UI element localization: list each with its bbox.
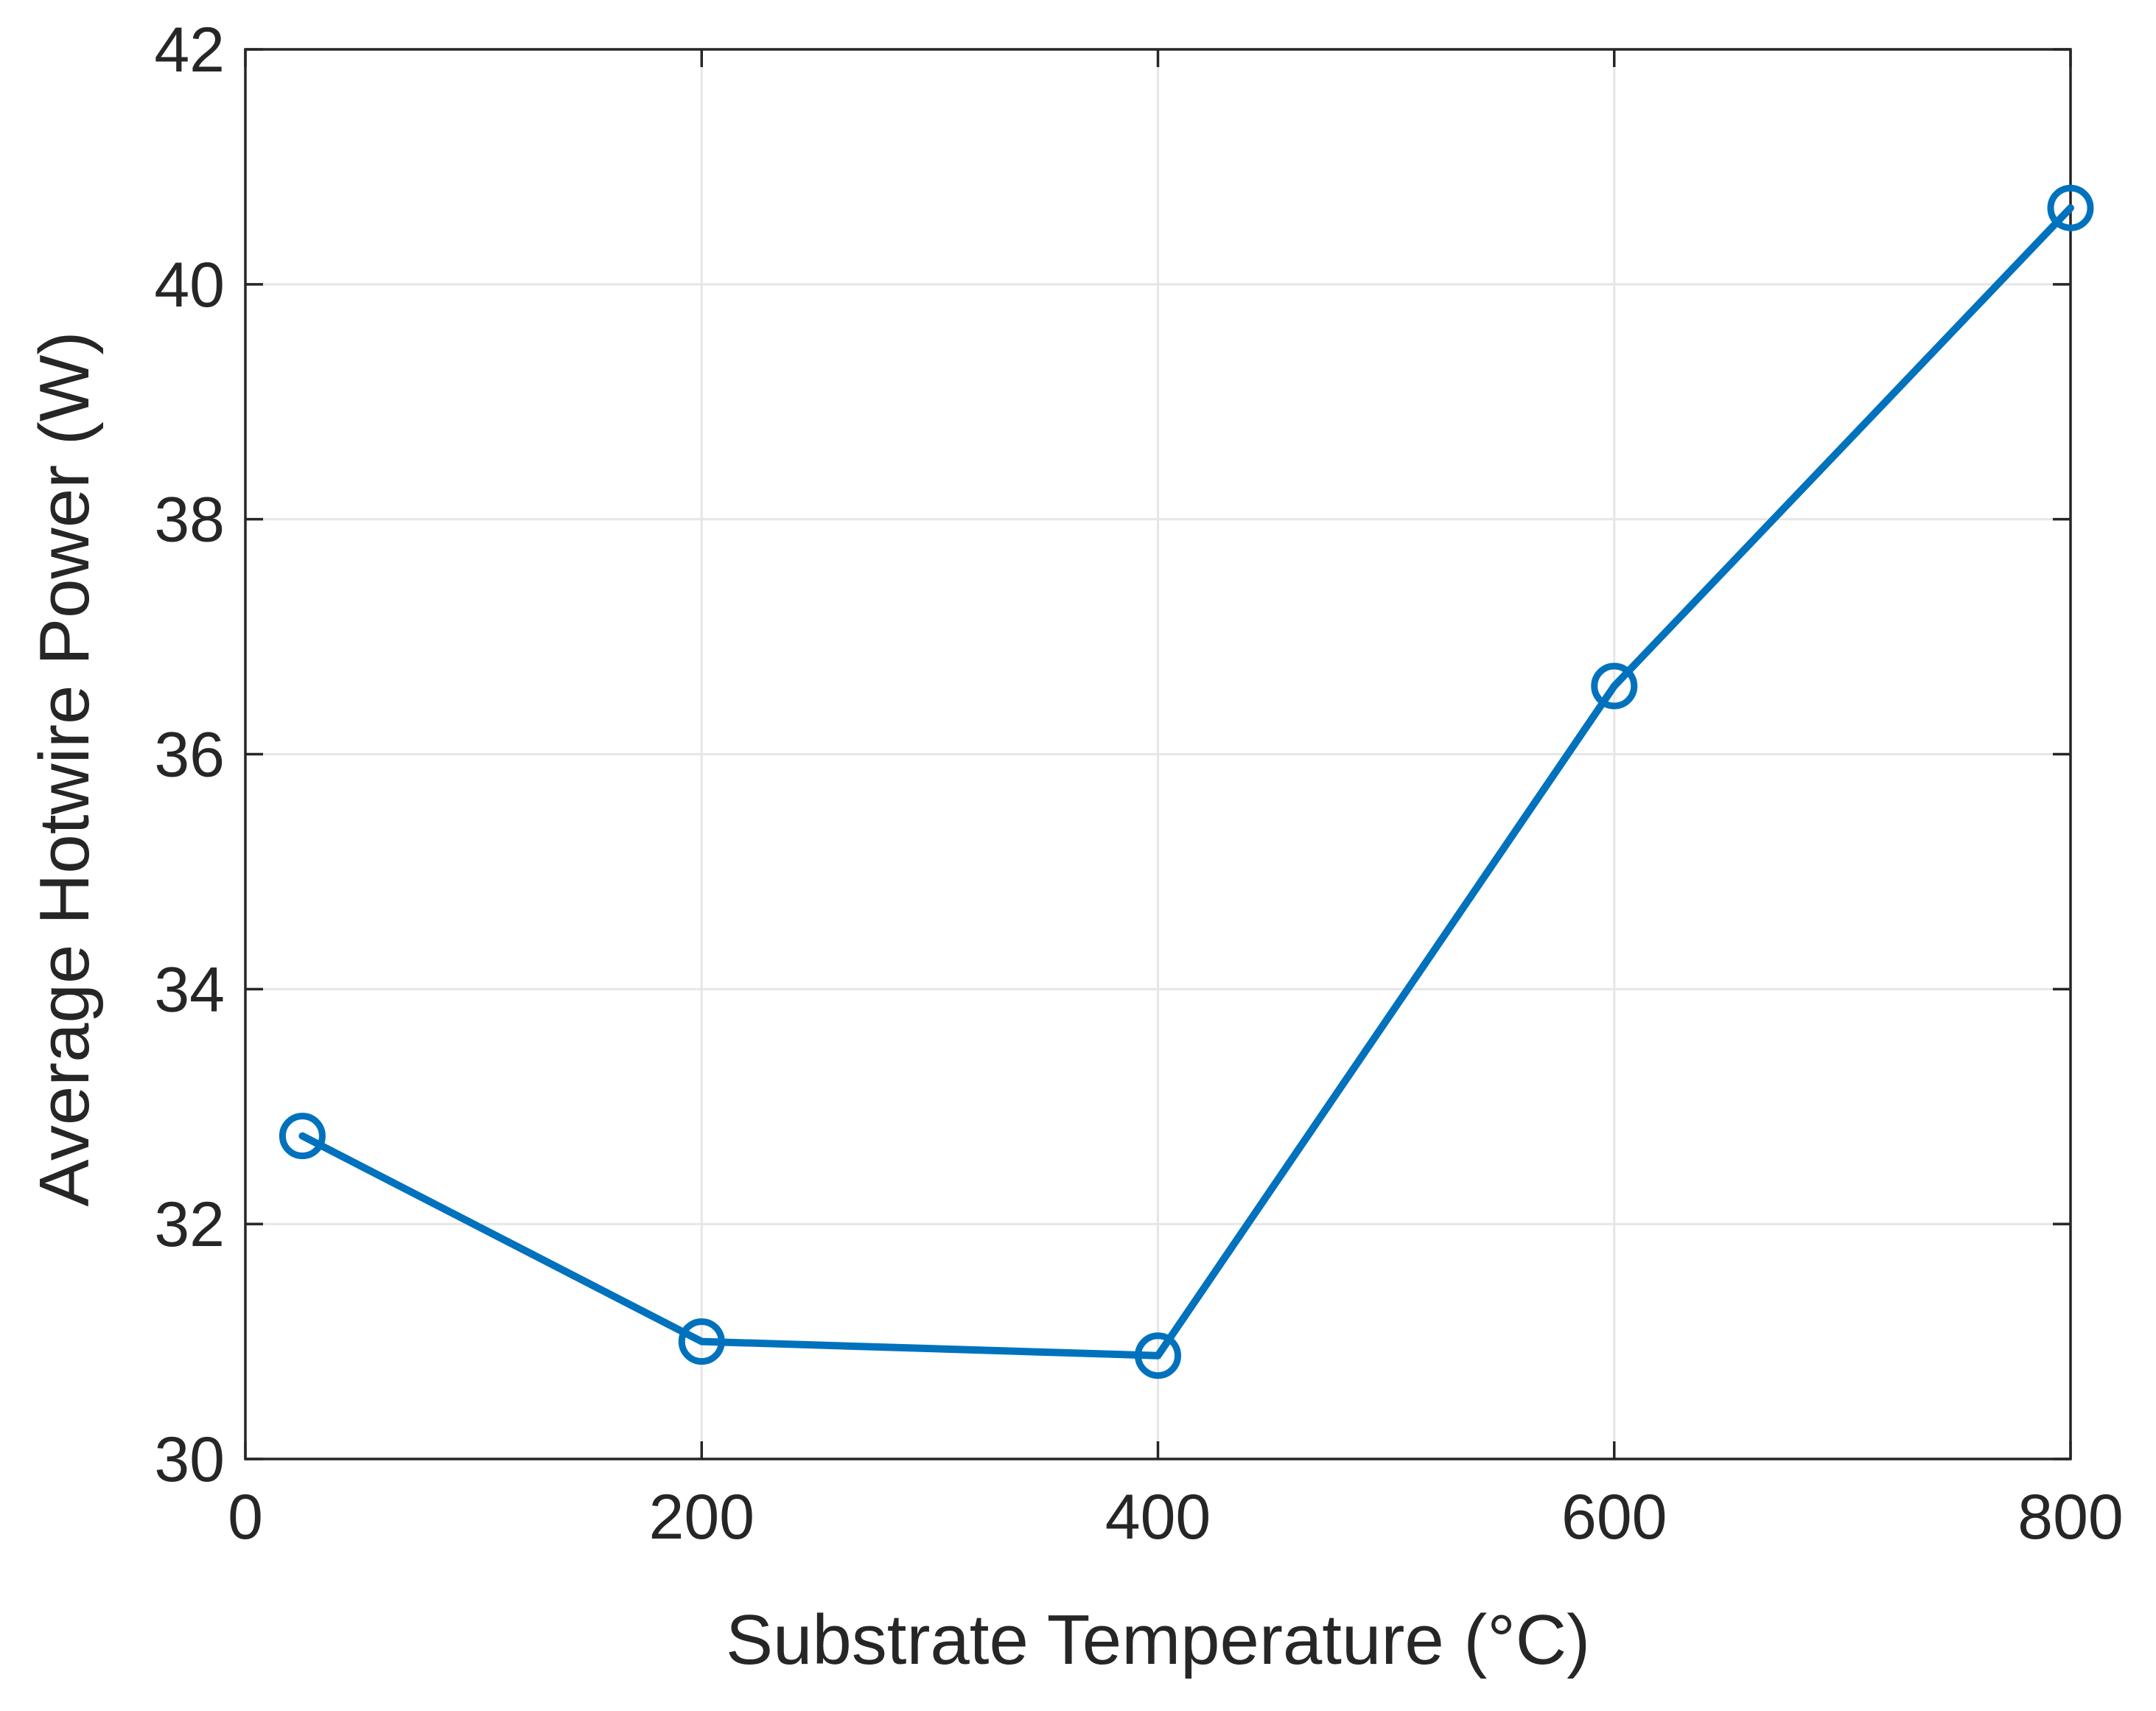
series-line — [298, 204, 2074, 1360]
x-axis-label: Substrate Temperature (°C) — [726, 1600, 1590, 1679]
data-point — [2047, 184, 2094, 231]
y-axis-label: Average Hotwire Power (W) — [25, 332, 104, 1207]
y-tick-label: 40 — [154, 250, 225, 321]
x-tick-label: 600 — [1561, 1482, 1667, 1553]
x-tick-label: 400 — [1105, 1482, 1211, 1553]
x-tick-label: 800 — [2017, 1482, 2124, 1553]
y-tick-label: 42 — [154, 15, 225, 85]
tick-marks — [244, 48, 2072, 1460]
y-tick-labels: 30 32 34 36 38 40 42 — [154, 15, 225, 1495]
x-tick-label: 200 — [649, 1482, 755, 1553]
y-tick-label: 38 — [154, 485, 225, 556]
grid — [245, 49, 2071, 1459]
series — [279, 184, 2094, 1379]
y-tick-label: 32 — [154, 1189, 225, 1260]
data-point — [678, 1318, 725, 1365]
x-tick-labels: 0 200 400 600 800 — [228, 1482, 2124, 1553]
data-point — [1591, 662, 1638, 710]
x-tick-label: 0 — [228, 1482, 263, 1553]
y-tick-label: 36 — [154, 720, 225, 791]
y-tick-label: 30 — [154, 1424, 225, 1495]
data-point — [279, 1113, 326, 1160]
y-tick-label: 34 — [154, 954, 225, 1025]
series-group — [279, 184, 2094, 1379]
data-point — [1135, 1332, 1181, 1379]
